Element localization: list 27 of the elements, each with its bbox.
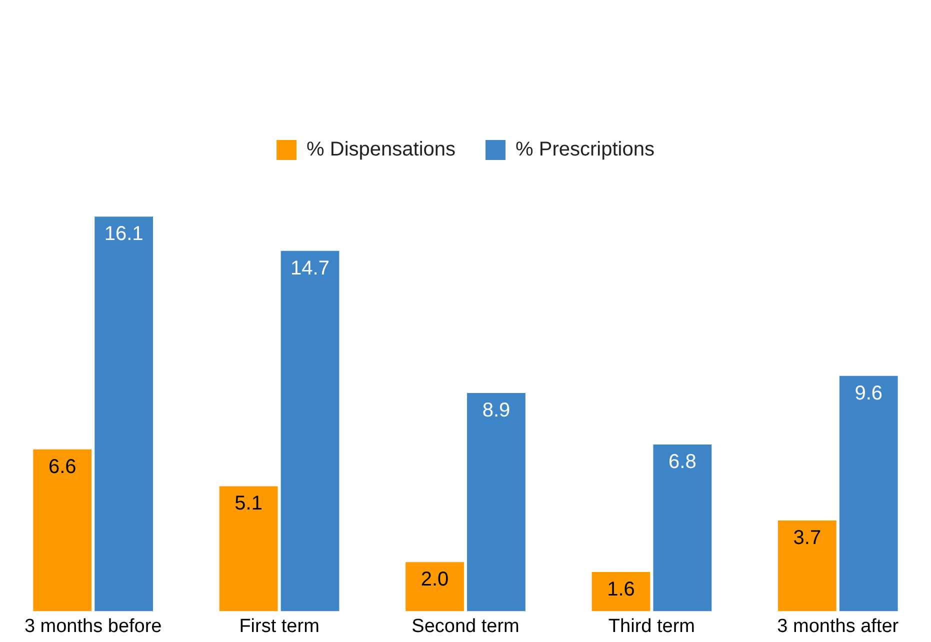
legend-label: % Prescriptions [516, 138, 654, 161]
data-label: 16.1 [104, 223, 144, 246]
bar [592, 572, 650, 612]
bar [94, 216, 154, 612]
data-label: 1.6 [607, 578, 635, 600]
bar [653, 444, 712, 612]
x-tick-label: Third term [608, 616, 695, 637]
data-label: 3.7 [793, 527, 822, 550]
x-tick-label: Second term [412, 616, 520, 637]
bar [406, 562, 464, 612]
bar [467, 393, 526, 612]
bar [778, 520, 836, 612]
bar [280, 250, 340, 612]
data-label: 6.8 [668, 451, 696, 474]
x-tick-label: 3 months before [24, 616, 162, 637]
data-label: 5.1 [234, 492, 262, 515]
bar [839, 376, 898, 612]
x-tick-label: 3 months after [777, 616, 900, 637]
data-label: 9.6 [854, 382, 883, 404]
data-label: 8.9 [482, 400, 510, 422]
bar [33, 449, 92, 612]
bar [219, 486, 278, 612]
data-label: 6.6 [48, 456, 76, 478]
data-label: 2.0 [420, 568, 449, 591]
data-label: 14.7 [290, 257, 330, 280]
x-tick-label: First term [239, 616, 320, 637]
legend-label: % Dispensations [306, 138, 456, 161]
